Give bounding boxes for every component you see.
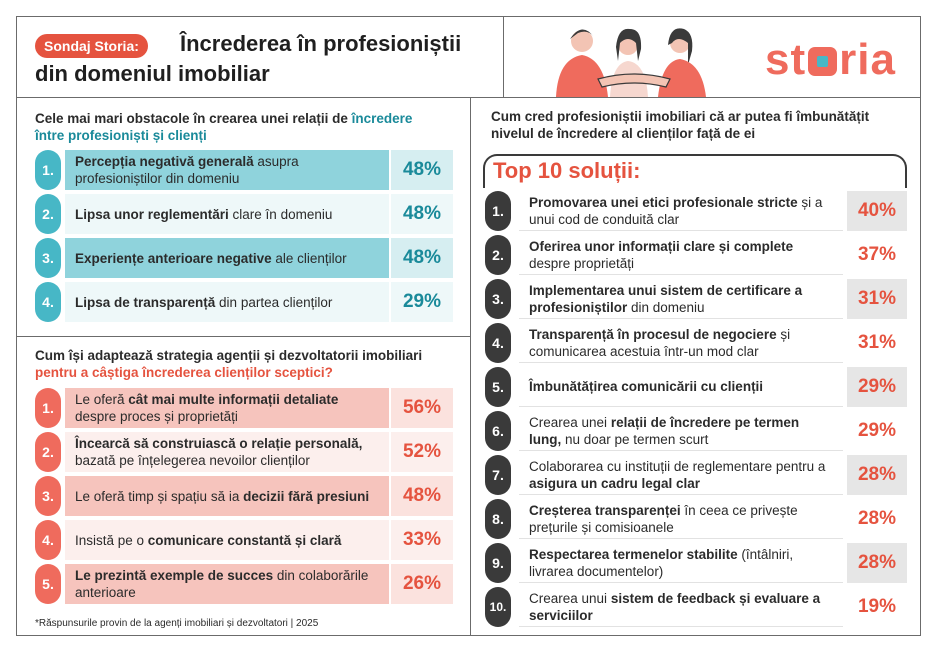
top10-title-box: Top 10 soluții: (483, 154, 907, 188)
strategies-heading: Cum își adaptează strategia agenții și d… (35, 348, 423, 380)
list-item: 4. Transparență în procesul de negociere… (485, 323, 907, 363)
solutions-heading: Cum cred profesioniștii imobiliari că ar… (491, 109, 870, 141)
item-text: Experiențe anterioare negative ale clien… (65, 238, 389, 278)
storia-logo: st ria (765, 35, 896, 84)
list-item: 1. Promovarea unei etici profesionale st… (485, 191, 907, 231)
page-title-line2: din domeniul imobiliar (35, 61, 270, 86)
item-percent: 56% (391, 388, 453, 428)
item-percent: 19% (847, 587, 907, 627)
item-number: 2. (35, 432, 61, 472)
item-text: Implementarea unui sistem de certificare… (519, 279, 843, 319)
item-text: Încearcă să construiască o relație perso… (65, 432, 389, 472)
list-item: 9. Respectarea termenelor stabilite (înt… (485, 543, 907, 583)
item-number: 2. (35, 194, 61, 234)
item-number: 3. (35, 476, 61, 516)
item-percent: 29% (847, 411, 907, 451)
item-number: 10. (485, 587, 511, 627)
item-text: Promovarea unei etici profesionale stric… (519, 191, 843, 231)
list-item: 8. Creșterea transparenței în ceea ce pr… (485, 499, 907, 539)
item-number: 3. (485, 279, 511, 319)
item-percent: 52% (391, 432, 453, 472)
item-percent: 28% (847, 543, 907, 583)
item-text: Le prezintă exemple de succes din colabo… (65, 564, 389, 604)
item-number: 1. (485, 191, 511, 231)
strategies-panel: Cum își adaptează strategia agenții și d… (16, 336, 471, 636)
item-number: 5. (35, 564, 61, 604)
item-text: Lipsa de transparență din partea clienți… (65, 282, 389, 322)
list-item: 2. Lipsa unor reglementări clare în dome… (35, 194, 453, 234)
item-percent: 48% (391, 476, 453, 516)
item-number: 2. (485, 235, 511, 275)
list-item: 3. Experiențe anterioare negative ale cl… (35, 238, 453, 278)
item-number: 7. (485, 455, 511, 495)
item-text: Oferirea unor informații clare și comple… (519, 235, 843, 275)
item-number: 1. (35, 150, 61, 190)
item-percent: 37% (847, 235, 907, 275)
item-number: 8. (485, 499, 511, 539)
list-item: 4. Lipsa de transparență din partea clie… (35, 282, 453, 322)
page-title-line1: Încrederea în profesioniștii (180, 31, 462, 56)
list-item: 4. Insistă pe o comunicare constantă și … (35, 520, 453, 560)
item-percent: 48% (391, 150, 453, 190)
footnote: *Răspunsurile provin de la agenți imobil… (35, 618, 319, 629)
list-item: 2. Încearcă să construiască o relație pe… (35, 432, 453, 472)
item-number: 9. (485, 543, 511, 583)
item-percent: 29% (847, 367, 907, 407)
item-percent: 40% (847, 191, 907, 231)
item-number: 5. (485, 367, 511, 407)
obstacles-panel: Cele mai mari obstacole în crearea unei … (16, 97, 471, 337)
item-text: Crearea unei relații de încredere pe ter… (519, 411, 843, 451)
list-item: 1. Le oferă cât mai multe informații det… (35, 388, 453, 428)
item-text: Respectarea termenelor stabilite (întâln… (519, 543, 843, 583)
item-text: Percepția negativă generală asupra profe… (65, 150, 389, 190)
item-text: Crearea unui sistem de feedback și evalu… (519, 587, 843, 627)
item-percent: 28% (847, 455, 907, 495)
list-item: 1. Percepția negativă generală asupra pr… (35, 150, 453, 190)
header-logo-panel: st ria (503, 16, 921, 98)
item-text: Transparență în procesul de negociere și… (519, 323, 843, 363)
solutions-panel: Cum cred profesioniștii imobiliari că ar… (470, 97, 921, 636)
list-item: 3. Le oferă timp și spațiu să ia decizii… (35, 476, 453, 516)
top10-title: Top 10 soluții: (493, 158, 641, 183)
survey-badge: Sondaj Storia: (35, 34, 148, 58)
list-item: 2. Oferirea unor informații clare și com… (485, 235, 907, 275)
header-title-panel: Sondaj Storia: Încrederea în profesioniș… (16, 16, 504, 98)
list-item: 6. Crearea unei relații de încredere pe … (485, 411, 907, 451)
handshake-illustration-icon (556, 28, 706, 97)
item-percent: 31% (847, 323, 907, 363)
item-text: Le oferă timp și spațiu să ia decizii fă… (65, 476, 389, 516)
obstacles-heading: Cele mai mari obstacole în crearea unei … (35, 111, 413, 143)
item-percent: 31% (847, 279, 907, 319)
item-percent: 29% (391, 282, 453, 322)
item-text: Le oferă cât mai multe informații detali… (65, 388, 389, 428)
item-number: 6. (485, 411, 511, 451)
item-percent: 26% (391, 564, 453, 604)
item-number: 3. (35, 238, 61, 278)
list-item: 7. Colaborarea cu instituții de reglemen… (485, 455, 907, 495)
list-item: 5. Le prezintă exemple de succes din col… (35, 564, 453, 604)
item-text: Îmbunătățirea comunicării cu clienții (519, 367, 843, 407)
item-number: 4. (485, 323, 511, 363)
list-item: 5. Îmbunătățirea comunicării cu clienții… (485, 367, 907, 407)
item-text: Creșterea transparenței în ceea ce prive… (519, 499, 843, 539)
item-text: Lipsa unor reglementări clare în domeniu (65, 194, 389, 234)
item-percent: 33% (391, 520, 453, 560)
list-item: 3. Implementarea unui sistem de certific… (485, 279, 907, 319)
item-percent: 28% (847, 499, 907, 539)
item-percent: 48% (391, 194, 453, 234)
item-number: 4. (35, 520, 61, 560)
item-text: Insistă pe o comunicare constantă și cla… (65, 520, 389, 560)
item-percent: 48% (391, 238, 453, 278)
list-item: 10. Crearea unui sistem de feedback și e… (485, 587, 907, 627)
item-number: 1. (35, 388, 61, 428)
item-number: 4. (35, 282, 61, 322)
item-text: Colaborarea cu instituții de reglementar… (519, 455, 843, 495)
